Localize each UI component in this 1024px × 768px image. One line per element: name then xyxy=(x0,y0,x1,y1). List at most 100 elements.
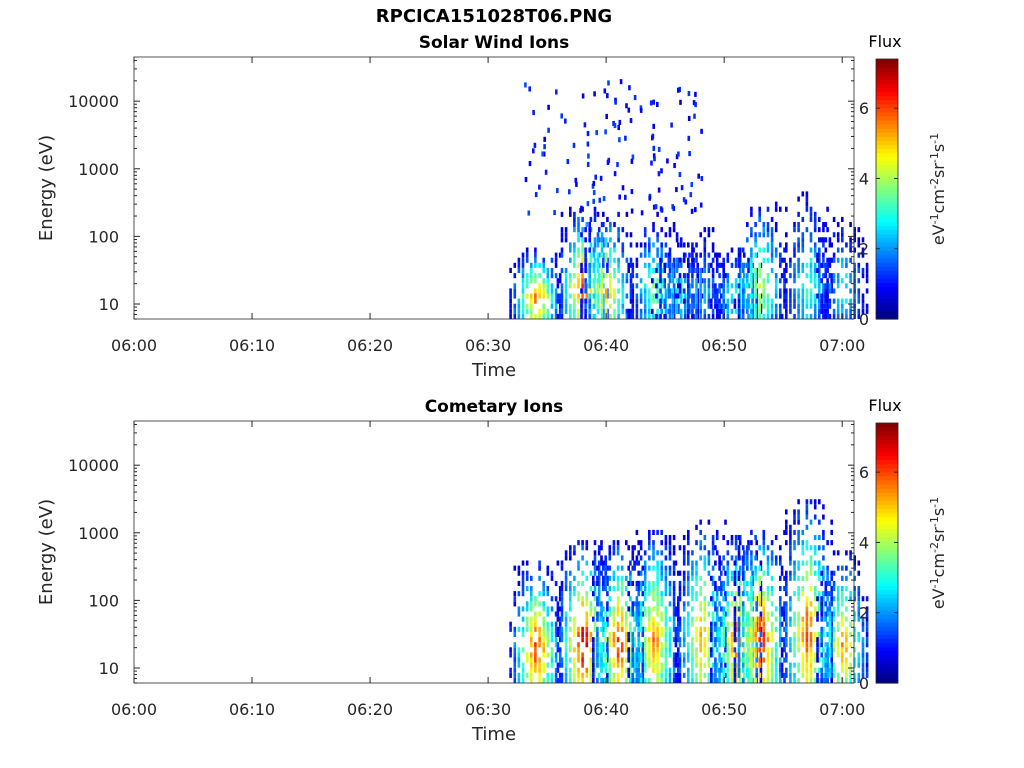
flux-cell xyxy=(534,262,537,268)
flux-cell xyxy=(750,606,753,612)
flux-cell xyxy=(648,662,651,668)
flux-cell xyxy=(809,499,813,505)
flux-cell xyxy=(759,642,763,648)
flux-cell xyxy=(554,631,558,637)
flux-cell xyxy=(525,247,529,253)
flux-cell xyxy=(635,555,639,561)
flux-cell xyxy=(780,672,784,678)
flux-cell xyxy=(532,110,535,116)
flux-cell xyxy=(755,642,758,648)
flux-cell xyxy=(779,252,782,258)
flux-cell xyxy=(830,596,833,602)
flux-cell xyxy=(612,621,616,627)
flux-cell xyxy=(656,237,659,243)
colorbar-frame xyxy=(875,58,899,320)
flux-cell xyxy=(853,575,856,581)
flux-cell xyxy=(830,657,833,663)
flux-cell xyxy=(639,611,643,617)
colorbar-segment xyxy=(876,258,898,263)
colorbar-segment xyxy=(876,540,898,546)
flux-cell xyxy=(509,672,512,678)
flux-cell xyxy=(687,560,690,566)
flux-cell xyxy=(818,570,821,576)
flux-cell xyxy=(596,257,600,263)
flux-cell xyxy=(593,642,597,648)
flux-cell xyxy=(730,591,734,597)
flux-cell xyxy=(584,252,587,258)
flux-cell xyxy=(853,616,856,622)
flux-cell xyxy=(675,262,679,268)
flux-cell xyxy=(554,677,558,683)
flux-cell xyxy=(592,267,596,273)
flux-cell xyxy=(627,657,630,663)
flux-cell xyxy=(747,540,750,546)
flux-cell xyxy=(648,303,651,309)
flux-cell xyxy=(643,586,647,592)
flux-cell xyxy=(608,555,612,561)
flux-cell xyxy=(737,586,741,592)
flux-cell xyxy=(758,596,761,602)
flux-cell xyxy=(597,560,601,566)
flux-cell xyxy=(621,308,625,314)
flux-cell xyxy=(809,247,813,253)
flux-cell xyxy=(722,586,725,592)
flux-cell xyxy=(695,626,698,632)
flux-cell xyxy=(521,560,525,566)
flux-cell xyxy=(554,288,558,294)
flux-cell xyxy=(857,586,861,592)
flux-cell xyxy=(513,662,517,668)
flux-cell xyxy=(641,631,645,637)
flux-cell xyxy=(789,545,792,551)
flux-cell xyxy=(689,192,693,198)
flux-cell xyxy=(789,524,792,530)
flux-cell xyxy=(672,222,676,228)
flux-cell xyxy=(805,662,809,668)
flux-cell xyxy=(733,647,737,653)
flux-cell xyxy=(635,606,639,612)
flux-cell xyxy=(663,278,666,284)
flux-cell xyxy=(813,591,817,597)
flux-cell xyxy=(517,626,521,632)
flux-cell xyxy=(534,298,537,304)
flux-cell xyxy=(600,237,604,243)
flux-cell xyxy=(758,672,761,678)
flux-cell xyxy=(637,560,640,566)
flux-cell xyxy=(743,647,746,653)
flux-cell xyxy=(785,642,788,648)
flux-cell xyxy=(652,257,655,263)
flux-cell xyxy=(805,227,809,233)
flux-cell xyxy=(845,313,848,319)
flux-cell xyxy=(648,237,651,243)
flux-cell xyxy=(841,303,844,309)
flux-cell xyxy=(566,159,570,165)
flux-cell xyxy=(581,672,584,678)
flux-cell xyxy=(652,293,655,299)
flux-cell xyxy=(564,308,568,314)
flux-cell xyxy=(652,550,655,556)
flux-cell xyxy=(726,611,730,617)
flux-cell xyxy=(643,303,647,309)
flux-cell xyxy=(818,267,821,273)
flux-cell xyxy=(550,662,554,668)
flux-cell xyxy=(750,596,753,602)
colorbar-segment xyxy=(876,565,898,570)
flux-cell xyxy=(762,278,766,284)
flux-cell xyxy=(751,570,754,576)
flux-cell xyxy=(577,313,580,319)
flux-cell xyxy=(517,662,521,668)
flux-cell xyxy=(818,293,821,299)
flux-cell xyxy=(652,529,655,535)
flux-cell xyxy=(758,247,761,253)
colorbar-tick-label: 6 xyxy=(859,99,869,118)
flux-cell xyxy=(758,637,761,643)
flux-cell xyxy=(816,596,819,602)
flux-cell xyxy=(699,545,702,551)
flux-cell xyxy=(865,672,869,678)
flux-cell xyxy=(648,565,651,571)
flux-cell xyxy=(577,672,580,678)
flux-cell xyxy=(785,621,788,627)
flux-cell xyxy=(822,662,825,668)
flux-cell xyxy=(779,242,782,248)
flux-cell xyxy=(573,672,576,678)
flux-cell xyxy=(703,257,707,263)
